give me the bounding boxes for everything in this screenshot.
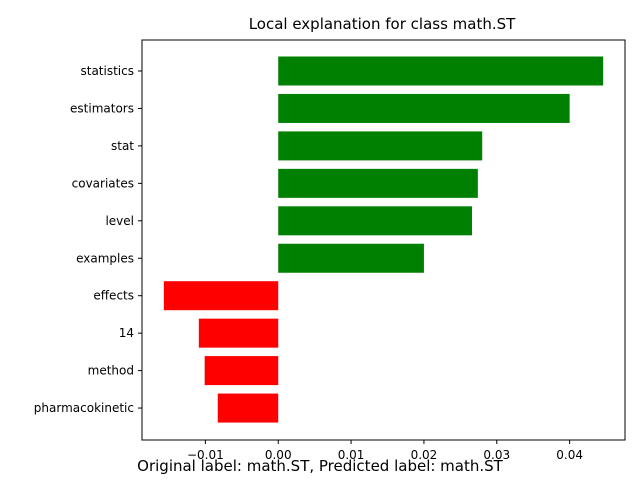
y-tick-label-level: level [105,214,134,228]
y-tick-label-estimators: estimators [70,101,134,115]
bars [163,56,604,423]
x-tick-label: −0.01 [187,448,224,462]
bar-estimators [278,93,570,123]
y-axis-ticks: statistics estimators stat covariates level e… [34,64,142,415]
bar-covariates [278,168,478,198]
x-tick-label: 0.00 [265,448,292,462]
x-tick-label: 0.02 [411,448,438,462]
chart-title: Local explanation for class math.ST [249,15,516,33]
y-tick-label-pharmacokinetic: pharmacokinetic [34,401,134,415]
bar-stat [278,131,483,161]
y-tick-label-covariates: covariates [72,176,134,190]
bar-effects [163,281,279,311]
x-tick-label: 0.03 [483,448,510,462]
x-tick-label: 0.04 [556,448,583,462]
y-tick-label-14: 14 [119,326,134,340]
y-tick-label-method: method [88,364,134,378]
y-tick-label-effects: effects [93,289,134,303]
bar-method [204,356,279,386]
bar-examples [278,243,424,273]
y-tick-label-stat: stat [111,139,134,153]
bar-level [278,206,473,236]
bar-14 [198,318,279,348]
y-tick-label-statistics: statistics [81,64,135,78]
classification-caption: Original label: math.ST, Predicted label… [137,457,503,475]
bar-pharmacokinetic [217,393,279,423]
y-tick-label-examples: examples [76,251,134,265]
plot-area-frame [141,39,626,441]
x-axis-ticks: −0.01 0.00 0.01 0.02 0.03 0.04 [187,440,583,462]
x-tick-label: 0.01 [338,448,365,462]
bar-statistics [278,56,604,86]
